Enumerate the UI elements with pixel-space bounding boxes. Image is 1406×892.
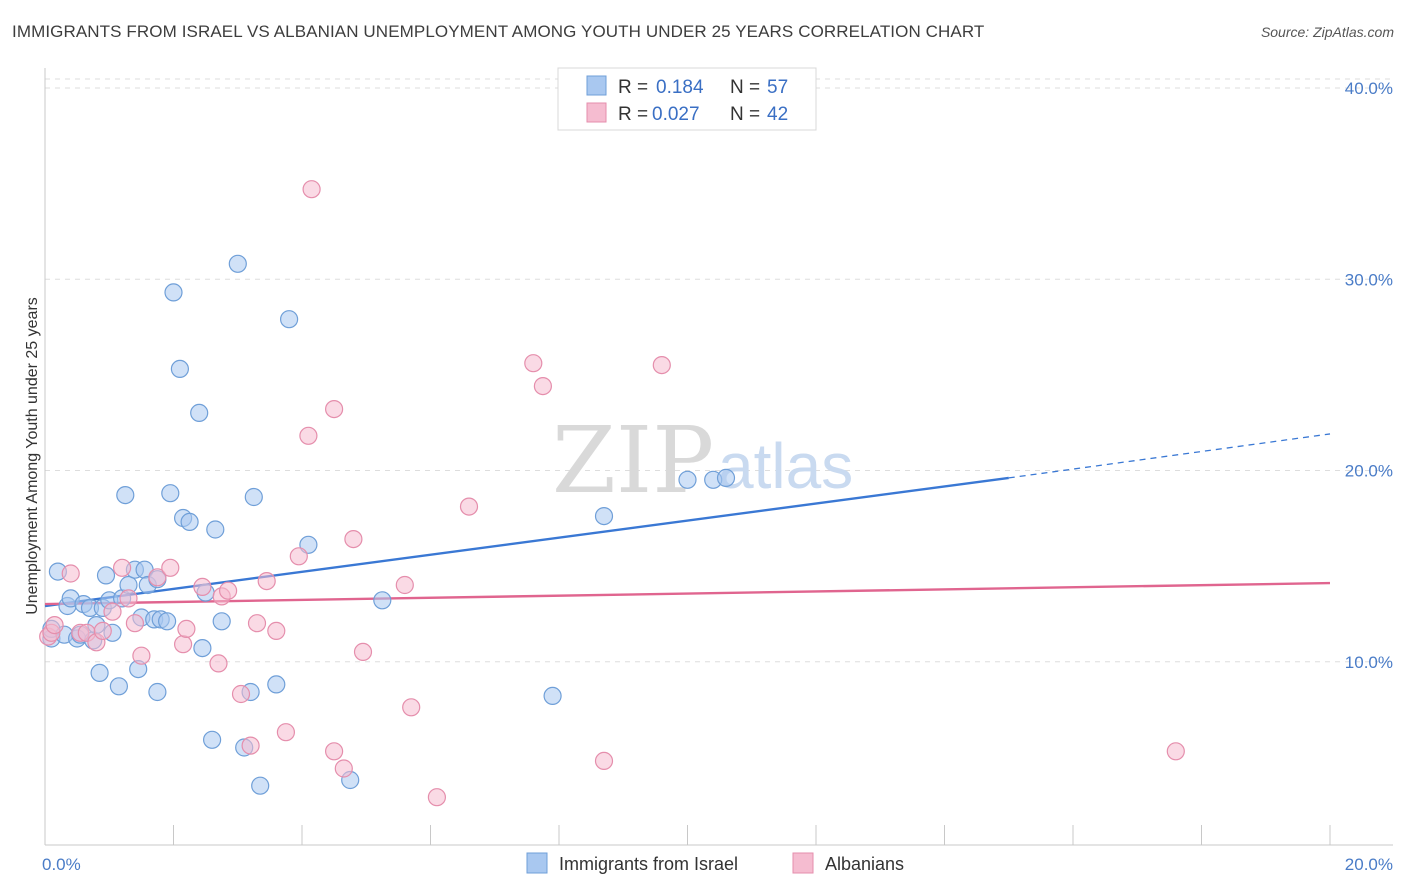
point-albanian — [112, 558, 132, 577]
x-tick-label: 0.0% — [42, 855, 81, 874]
point-albanian — [231, 684, 251, 704]
legend-israel-r-value: 0.184 — [656, 77, 704, 98]
point-albanian — [209, 654, 228, 673]
top-legend: R = 0.184 N = 57 R = 0.027 N = 42 — [557, 67, 817, 131]
point-israel — [373, 591, 392, 610]
axes-layer: 10.0% 20.0% 30.0% 40.0% 0.0% 20.0% — [42, 68, 1393, 874]
point-albanian — [594, 751, 614, 771]
point-israel — [193, 638, 212, 658]
chart-title: IMMIGRANTS FROM ISRAEL VS ALBANIAN UNEMP… — [12, 22, 985, 41]
y-axis-label: Unemployment Among Youth under 25 years — [24, 297, 41, 615]
point-israel — [228, 254, 247, 273]
point-albanian — [289, 547, 308, 566]
point-albanian — [1166, 742, 1185, 761]
point-israel — [161, 484, 180, 503]
y-tick-label: 20.0% — [1345, 462, 1393, 481]
watermark: ZIP atlas — [552, 407, 853, 514]
point-israel — [716, 468, 736, 487]
bottom-legend-swatch-israel — [526, 852, 548, 874]
points-layer — [39, 180, 1185, 807]
point-israel — [109, 677, 129, 696]
point-albanian — [247, 614, 267, 633]
point-israel — [678, 470, 697, 489]
point-albanian — [652, 356, 671, 375]
bottom-legend-israel: Immigrants from Israel — [559, 854, 738, 874]
point-albanian — [45, 615, 64, 635]
legend-swatch-israel — [586, 75, 607, 96]
point-israel — [244, 487, 263, 507]
point-albanian — [61, 564, 80, 583]
point-albanian — [344, 529, 363, 549]
legend-albanian-n-value: 42 — [767, 104, 788, 125]
legend-israel-r-label: R = — [618, 77, 648, 98]
point-albanian — [219, 581, 238, 600]
point-albanian — [533, 377, 553, 396]
point-israel — [206, 520, 225, 539]
point-albanian — [125, 614, 144, 633]
point-albanian — [334, 759, 353, 778]
legend-albanian-n-label: N = — [730, 104, 760, 125]
point-israel — [170, 359, 189, 378]
point-albanian — [119, 589, 138, 608]
point-israel — [594, 506, 614, 526]
point-albanian — [177, 619, 196, 639]
point-albanian — [257, 571, 276, 591]
chart-source: Source: ZipAtlas.com — [1260, 24, 1394, 40]
bottom-legend: Immigrants from Israel Albanians — [526, 852, 904, 874]
point-israel — [90, 663, 109, 683]
point-israel — [280, 310, 299, 329]
legend-swatch-albanian — [586, 102, 607, 123]
trendline-israel — [44, 476, 1009, 608]
point-israel — [148, 682, 167, 702]
point-albanian — [241, 736, 260, 755]
legend-albanian-r-value: 0.027 — [652, 104, 700, 125]
trendline-albanian — [44, 581, 1331, 606]
point-albanian — [193, 577, 212, 597]
legend-israel-n-label: N = — [730, 77, 760, 98]
point-albanian — [302, 180, 321, 199]
y-tick-label: 40.0% — [1345, 79, 1393, 98]
point-albanian — [148, 568, 167, 587]
legend-israel-n-value: 57 — [767, 77, 788, 98]
point-albanian — [325, 400, 344, 419]
point-israel — [190, 403, 209, 422]
y-tick-label: 30.0% — [1345, 270, 1393, 289]
point-albanian — [276, 723, 295, 742]
point-albanian — [395, 575, 414, 595]
point-israel — [164, 283, 183, 302]
trendline-extension-israel — [1008, 433, 1331, 479]
point-israel — [96, 566, 116, 585]
point-israel — [203, 730, 222, 749]
legend-albanian-r-label: R = — [618, 104, 648, 125]
point-israel — [180, 512, 199, 532]
point-albanian — [267, 621, 286, 641]
y-tick-label: 10.0% — [1345, 653, 1393, 672]
point-israel — [543, 686, 562, 706]
x-tick-label: 20.0% — [1345, 855, 1393, 874]
point-albanian — [524, 354, 543, 373]
point-albanian — [132, 646, 151, 665]
point-albanian — [427, 788, 446, 807]
bottom-legend-swatch-albanian — [792, 852, 814, 874]
point-albanian — [161, 558, 180, 577]
watermark-atlas: atlas — [718, 430, 853, 502]
point-israel — [267, 675, 286, 694]
point-albanian — [402, 698, 421, 717]
point-albanian — [103, 602, 122, 621]
point-israel — [158, 612, 177, 631]
point-albanian — [174, 635, 193, 654]
point-albanian — [353, 642, 373, 662]
point-israel — [212, 612, 231, 631]
point-albanian — [459, 497, 479, 516]
point-israel — [116, 486, 135, 505]
point-israel — [251, 776, 270, 795]
point-albanian — [325, 742, 344, 761]
grid-layer — [45, 78, 1393, 663]
bottom-legend-albanian: Albanians — [825, 854, 904, 874]
point-albanian — [93, 621, 112, 641]
point-albanian — [299, 426, 318, 445]
watermark-zip: ZIP — [552, 407, 714, 514]
